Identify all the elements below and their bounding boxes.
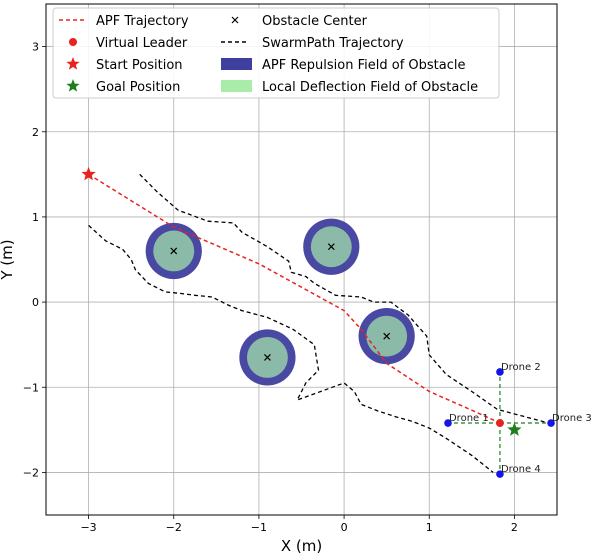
x-axis-label: X (m) <box>281 537 322 554</box>
legend-box <box>52 7 500 99</box>
legend-swatch-x <box>231 16 239 24</box>
obstacle-center-marker <box>170 247 178 255</box>
x-tick-label: −3 <box>80 521 96 534</box>
obstacle-center-marker <box>383 332 391 340</box>
y-tick-label: 2 <box>32 126 39 139</box>
obstacle-center-marker <box>264 354 271 361</box>
drone-formation: Drone 1 Drone 2 Drone 3 Drone 4 <box>444 362 592 478</box>
trajectories <box>88 173 549 473</box>
legend-swatch-star <box>66 79 80 92</box>
goal-position-marker <box>507 422 522 436</box>
obstacle-fields <box>145 218 415 386</box>
drone-marker <box>496 470 504 478</box>
y-tick-label: 3 <box>32 41 39 54</box>
legend-swatch-star <box>66 57 80 70</box>
swarmpath-upper-boundary <box>139 173 549 424</box>
drone-label: Drone 4 <box>501 464 541 475</box>
drone-label: Drone 1 <box>449 413 489 424</box>
x-tick-label: 0 <box>341 521 348 534</box>
start-position-marker <box>81 166 96 181</box>
legend-label: Local Deflection Field of Obstacle <box>262 80 478 95</box>
y-axis-label: Y (m) <box>0 239 16 280</box>
y-tick-label: 1 <box>32 211 39 224</box>
drone-label: Drone 3 <box>552 413 592 424</box>
drone-label: Drone 2 <box>501 362 541 373</box>
x-tick-label: −2 <box>166 521 182 534</box>
y-tick-label: −2 <box>23 466 39 479</box>
legend: APF Trajectory Obstacle Center Virtual Lea… <box>52 7 500 99</box>
axis-ticks: −3 −2 −1 0 1 2 −2 −1 0 1 2 3 <box>23 41 518 534</box>
y-tick-label: −1 <box>23 381 39 394</box>
x-tick-label: 1 <box>426 521 433 534</box>
obstacle-center-marker <box>327 243 335 251</box>
legend-label: SwarmPath Trajectory <box>262 36 404 51</box>
legend-label: APF Trajectory <box>96 14 189 29</box>
position-markers <box>81 166 522 436</box>
drone-marker <box>444 419 452 427</box>
legend-swatch-dot <box>69 38 77 46</box>
plot-frame <box>45 3 558 516</box>
legend-label: Virtual Leader <box>96 36 188 51</box>
legend-label: Start Position <box>96 58 183 73</box>
apf-trajectory-line <box>88 173 501 424</box>
legend-label: APF Repulsion Field of Obstacle <box>262 58 465 73</box>
legend-label: Obstacle Center <box>262 14 368 29</box>
swarmpath-lower-boundary <box>88 224 494 473</box>
drone-marker <box>496 368 504 376</box>
y-tick-label: 0 <box>32 296 39 309</box>
legend-label: Goal Position <box>96 80 180 95</box>
drone-marker <box>547 419 555 427</box>
x-tick-label: 2 <box>511 521 518 534</box>
legend-swatch-patch <box>221 58 252 70</box>
legend-swatch-patch <box>221 80 252 92</box>
x-tick-label: −1 <box>251 521 267 534</box>
virtual-leader-marker <box>495 419 504 428</box>
